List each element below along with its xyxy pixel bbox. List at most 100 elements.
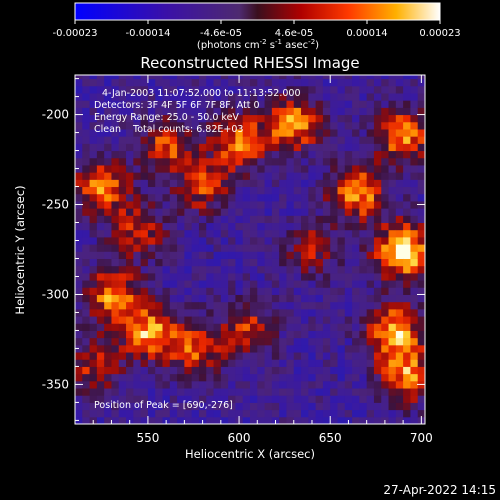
heatmap-cell bbox=[301, 265, 309, 274]
heatmap-cell bbox=[301, 208, 309, 216]
heatmap-cell bbox=[147, 100, 156, 108]
heatmap-cell bbox=[235, 85, 244, 94]
heatmap-cell bbox=[293, 236, 302, 245]
heatmap-cell bbox=[359, 366, 368, 375]
heatmap-cell bbox=[184, 222, 193, 231]
heatmap-cell bbox=[118, 179, 127, 188]
heatmap-cell bbox=[96, 366, 105, 375]
heatmap-cell bbox=[381, 359, 390, 367]
heatmap-cell bbox=[184, 107, 193, 116]
heatmap-cell bbox=[366, 330, 375, 339]
heatmap-cell bbox=[352, 215, 360, 224]
heatmap-cell bbox=[155, 251, 163, 259]
heatmap-cell bbox=[235, 388, 244, 396]
heatmap-cell bbox=[140, 193, 149, 202]
heatmap-cell bbox=[140, 208, 149, 216]
heatmap-cell bbox=[111, 100, 120, 108]
heatmap-cell bbox=[126, 388, 134, 396]
heatmap-cell bbox=[220, 316, 229, 324]
heatmap-cell bbox=[410, 200, 419, 209]
heatmap-cell bbox=[388, 215, 397, 224]
heatmap-cell bbox=[337, 136, 346, 144]
heatmap-cell bbox=[322, 150, 331, 159]
heatmap-cell bbox=[301, 272, 309, 281]
heatmap-cell bbox=[147, 287, 156, 295]
heatmap-cell bbox=[126, 121, 134, 130]
heatmap-cell bbox=[279, 409, 287, 418]
heatmap-cell bbox=[359, 114, 368, 123]
heatmap-cell bbox=[140, 215, 149, 224]
heatmap-cell bbox=[395, 128, 404, 137]
heatmap-cell bbox=[410, 150, 419, 159]
heatmap-cell bbox=[104, 402, 112, 411]
heatmap-cell bbox=[286, 294, 295, 303]
heatmap-cell bbox=[286, 388, 295, 396]
heatmap-cell bbox=[111, 301, 120, 310]
heatmap-cell bbox=[206, 373, 215, 382]
heatmap-cell bbox=[206, 128, 215, 137]
heatmap-cell bbox=[359, 294, 368, 303]
heatmap-cell bbox=[133, 416, 142, 424]
heatmap-cell bbox=[111, 330, 120, 339]
heatmap-cell bbox=[373, 215, 382, 224]
heatmap-cell bbox=[315, 244, 324, 252]
heatmap-cell bbox=[337, 388, 346, 396]
heatmap-cell bbox=[308, 114, 317, 123]
heatmap-cell bbox=[75, 373, 83, 382]
heatmap-cell bbox=[198, 100, 207, 108]
heatmap-cell bbox=[206, 308, 215, 317]
heatmap-cell bbox=[198, 186, 207, 195]
heatmap-cell bbox=[140, 301, 149, 310]
heatmap-cell bbox=[89, 164, 98, 173]
heatmap-cell bbox=[206, 150, 215, 159]
heatmap-cell bbox=[96, 287, 105, 295]
heatmap-cell bbox=[155, 416, 163, 424]
heatmap-cell bbox=[315, 366, 324, 375]
heatmap-cell bbox=[308, 330, 317, 339]
heatmap-cell bbox=[111, 287, 120, 295]
heatmap-cell bbox=[381, 409, 390, 418]
heatmap-cell bbox=[133, 265, 142, 274]
heatmap-cell bbox=[337, 215, 346, 224]
heatmap-cell bbox=[293, 200, 302, 209]
heatmap-cell bbox=[213, 294, 222, 303]
heatmap-cell bbox=[352, 416, 360, 424]
heatmap-cell bbox=[373, 114, 382, 123]
heatmap-cell bbox=[264, 301, 273, 310]
heatmap-cell bbox=[403, 316, 411, 324]
heatmap-cell bbox=[344, 265, 353, 274]
heatmap-cell bbox=[96, 265, 105, 274]
heatmap-cell bbox=[228, 337, 236, 346]
heatmap-cell bbox=[381, 222, 390, 231]
heatmap-cell bbox=[250, 251, 258, 259]
heatmap-cell bbox=[250, 344, 258, 353]
heatmap-cell bbox=[373, 75, 382, 80]
heatmap-cell bbox=[169, 222, 178, 231]
heatmap-cell bbox=[89, 330, 98, 339]
heatmap-cell bbox=[235, 301, 244, 310]
heatmap-cell bbox=[373, 193, 382, 202]
heatmap-cell bbox=[75, 75, 83, 80]
heatmap-cell bbox=[169, 244, 178, 252]
heatmap-cell bbox=[89, 344, 98, 353]
heatmap-cell bbox=[162, 402, 171, 411]
heatmap-cell bbox=[381, 301, 390, 310]
heatmap-cell bbox=[177, 75, 185, 80]
heatmap-cell bbox=[104, 229, 112, 238]
heatmap-cell bbox=[381, 121, 390, 130]
heatmap-cell bbox=[228, 150, 236, 159]
heatmap-cell bbox=[162, 265, 171, 274]
heatmap-cell bbox=[352, 114, 360, 123]
heatmap-cell bbox=[271, 308, 280, 317]
heatmap-cell bbox=[417, 215, 425, 224]
heatmap-cell bbox=[366, 121, 375, 130]
heatmap-cell bbox=[330, 107, 338, 116]
heatmap-cell bbox=[133, 380, 142, 389]
heatmap-cell bbox=[388, 323, 397, 331]
heatmap-cell bbox=[344, 128, 353, 137]
heatmap-cell bbox=[417, 85, 425, 94]
heatmap-cell bbox=[111, 344, 120, 353]
heatmap-cell bbox=[395, 409, 404, 418]
heatmap-cell bbox=[198, 337, 207, 346]
heatmap-cell bbox=[155, 186, 163, 195]
